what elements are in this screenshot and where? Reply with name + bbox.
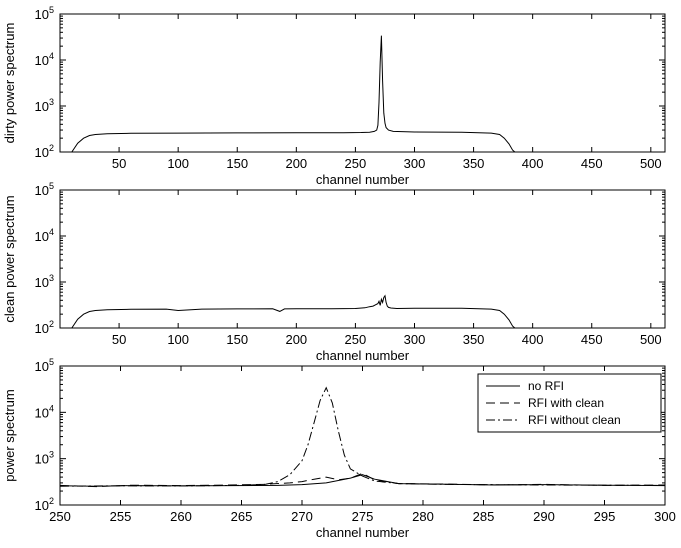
x-tick-label: 100 (167, 332, 189, 347)
x-tick-label: 150 (226, 156, 248, 171)
x-tick-label: 290 (533, 509, 555, 524)
legend-label-2: RFI with clean (528, 396, 604, 410)
x-axis-label: channel number (316, 172, 410, 187)
y-tick-exponent: 3 (49, 450, 54, 460)
y-tick-exponent: 4 (49, 403, 54, 413)
x-tick-label: 200 (285, 156, 307, 171)
y-tick-label: 10 (35, 275, 49, 290)
x-tick-label: 300 (404, 332, 426, 347)
x-tick-label: 50 (112, 156, 126, 171)
x-axis-label: channel number (316, 348, 410, 363)
y-tick-label: 10 (35, 183, 49, 198)
x-axis-label: channel number (316, 525, 410, 540)
y-tick-label: 10 (35, 53, 49, 68)
x-tick-label: 450 (581, 156, 603, 171)
x-tick-label: 450 (581, 332, 603, 347)
x-tick-label: 100 (167, 156, 189, 171)
x-tick-label: 270 (291, 509, 313, 524)
legend-label-3: RFI without clean (528, 413, 621, 427)
x-tick-label: 285 (473, 509, 495, 524)
x-tick-label: 275 (352, 509, 374, 524)
y-tick-label: 10 (35, 498, 49, 513)
y-tick-exponent: 5 (49, 5, 54, 15)
y-tick-exponent: 3 (49, 97, 54, 107)
x-tick-label: 295 (594, 509, 616, 524)
x-tick-label: 300 (654, 509, 676, 524)
x-tick-label: 350 (463, 332, 485, 347)
y-axis-label: dirty power spectrum (2, 23, 17, 144)
y-tick-label: 10 (35, 321, 49, 336)
y-tick-label: 10 (35, 7, 49, 22)
y-tick-exponent: 2 (49, 496, 54, 506)
y-tick-label: 10 (35, 229, 49, 244)
y-tick-label: 10 (35, 145, 49, 160)
x-tick-label: 250 (49, 509, 71, 524)
x-tick-label: 350 (463, 156, 485, 171)
series-line-2 (60, 472, 665, 488)
x-tick-label: 400 (522, 332, 544, 347)
y-tick-exponent: 2 (49, 319, 54, 329)
x-tick-label: 255 (110, 509, 132, 524)
x-tick-label: 500 (640, 332, 662, 347)
y-tick-exponent: 3 (49, 273, 54, 283)
x-tick-label: 500 (640, 156, 662, 171)
x-tick-label: 150 (226, 332, 248, 347)
x-tick-label: 200 (285, 332, 307, 347)
y-tick-exponent: 5 (49, 357, 54, 367)
x-tick-label: 260 (170, 509, 192, 524)
y-tick-exponent: 2 (49, 143, 54, 153)
x-tick-label: 400 (522, 156, 544, 171)
plot-frame (59, 13, 666, 153)
y-tick-label: 10 (35, 359, 49, 374)
x-tick-label: 50 (112, 332, 126, 347)
series-line-3 (60, 386, 665, 487)
plot-frame (59, 189, 666, 329)
x-tick-label: 250 (345, 156, 367, 171)
legend-label-1: no RFI (528, 379, 564, 393)
x-tick-label: 280 (412, 509, 434, 524)
y-tick-exponent: 4 (49, 227, 54, 237)
y-tick-label: 10 (35, 452, 49, 467)
y-tick-label: 10 (35, 405, 49, 420)
series-line-1 (71, 294, 516, 328)
x-tick-label: 250 (345, 332, 367, 347)
y-axis-label: power spectrum (2, 389, 17, 481)
x-tick-label: 300 (404, 156, 426, 171)
x-tick-label: 265 (231, 509, 253, 524)
y-tick-exponent: 5 (49, 181, 54, 191)
y-axis-label: clean power spectrum (2, 195, 17, 322)
series-line-1 (71, 35, 516, 152)
y-tick-exponent: 4 (49, 51, 54, 61)
y-tick-label: 10 (35, 99, 49, 114)
